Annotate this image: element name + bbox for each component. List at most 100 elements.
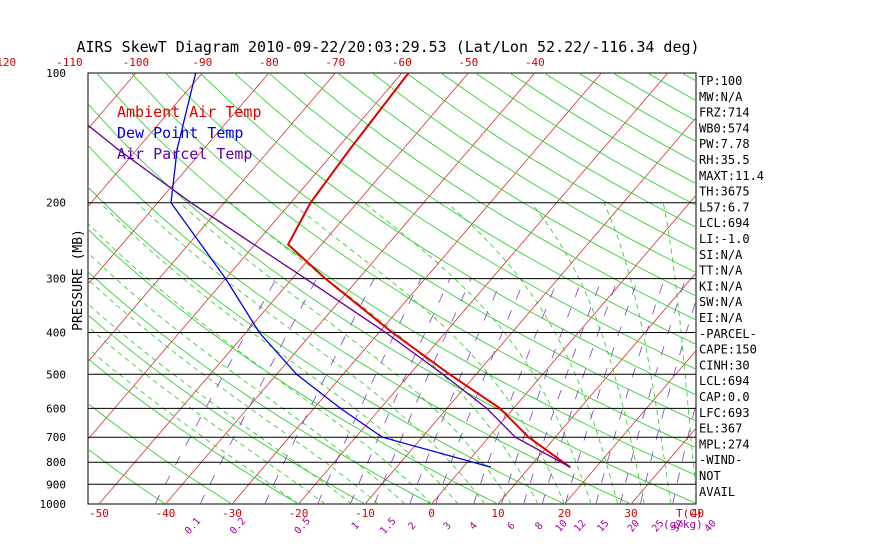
dry-adiabat-line — [88, 144, 632, 504]
series-point — [442, 373, 444, 376]
pressure-tick-label: 200 — [46, 197, 66, 210]
index-entry: TH:3675 — [699, 185, 750, 199]
isotherm-line — [88, 73, 137, 130]
top-temp-tick-label: -120 — [0, 56, 16, 69]
index-entry: AVAIL — [699, 485, 735, 499]
bottom-temp-tick-label: -10 — [355, 507, 375, 520]
dry-adiabat-line — [440, 73, 696, 228]
index-entry: MAXT:11.4 — [699, 169, 764, 183]
index-entry: KI:N/A — [699, 279, 743, 293]
mixing-ratio-line — [409, 278, 503, 504]
series-point — [258, 331, 261, 334]
bottom-temp-tick-label: -40 — [156, 507, 176, 520]
isotherm-line — [298, 73, 669, 504]
moist-adiabat-line — [530, 202, 645, 504]
series-point — [407, 73, 410, 74]
series-point — [287, 243, 289, 246]
index-entry: CAPE:150 — [699, 343, 757, 357]
series-point — [176, 148, 179, 150]
moist-adiabat-line — [179, 202, 512, 504]
top-temp-tick-label: -90 — [192, 56, 212, 69]
plot-frame — [87, 72, 697, 505]
bottom-temp-tick-label: 10 — [491, 507, 504, 520]
mixing-ratio-line — [317, 278, 422, 504]
mixing-ratio-label: 3 — [442, 520, 454, 532]
mixing-ratio-line — [154, 278, 277, 504]
index-entry: RH:35.5 — [699, 153, 750, 167]
index-entry: LFC:693 — [699, 406, 750, 420]
top-temp-tick-label: -110 — [56, 56, 83, 69]
pressure-tick-label: 1000 — [40, 498, 67, 511]
dry-adiabat-line — [199, 73, 696, 396]
mixing-ratio-unit-label: (g/kg) — [663, 518, 703, 531]
pressure-tick-label: 300 — [46, 273, 66, 286]
mixing-ratio-line — [264, 278, 375, 504]
mixing-ratio-label: 2 — [406, 520, 418, 532]
index-entry: NOT — [699, 469, 721, 483]
mixing-ratio-label: 1 — [350, 520, 362, 532]
dry-adiabat-line — [88, 402, 233, 504]
isotherm-line — [630, 427, 696, 504]
bottom-temp-tick-label: -50 — [89, 507, 109, 520]
series-point — [22, 72, 24, 74]
index-entry: CAP:0.0 — [699, 390, 750, 404]
dry-adiabat-line — [406, 73, 696, 251]
mixing-ratio-line — [473, 278, 559, 504]
moist-adiabat-line — [88, 278, 379, 504]
series-point — [381, 436, 384, 439]
index-entry: PW:7.78 — [699, 137, 750, 151]
mixing-ratio-line — [349, 278, 451, 504]
chart-title: AIRS SkewT Diagram 2010-09-22/20:03:29.5… — [76, 38, 699, 56]
bottom-temp-tick-label: -30 — [222, 507, 242, 520]
grid-layer — [0, 73, 870, 504]
index-entry: LI:-1.0 — [699, 232, 750, 246]
index-entry: FRZ:714 — [699, 106, 750, 120]
legend-dew-point-temp: Dew Point Temp — [117, 124, 243, 142]
series-point — [448, 373, 451, 376]
moist-adiabat-line — [230, 202, 539, 504]
dry-adiabat-line — [88, 186, 565, 504]
series-point — [309, 201, 312, 204]
plot-area — [0, 72, 870, 505]
series-line-ambient-air-temp — [286, 73, 571, 468]
index-entry: EL:367 — [699, 422, 742, 436]
isotherm-line — [564, 349, 696, 504]
dry-adiabat-line — [234, 73, 696, 370]
isotherm-line — [364, 117, 696, 504]
isotherm-line — [231, 73, 602, 504]
pressure-tick-label: 700 — [46, 431, 66, 444]
isotherm-line — [88, 73, 403, 440]
mixing-ratio-label: 10 — [554, 518, 570, 534]
dry-adiabat-line — [475, 73, 696, 206]
bottom-temp-tick-label: 20 — [558, 507, 571, 520]
series-point — [304, 277, 307, 280]
top-temp-tick-label: -100 — [123, 56, 150, 69]
series-point — [568, 466, 571, 468]
isotherm-line — [0, 73, 3, 504]
mixing-ratio-line — [501, 278, 583, 504]
dry-adiabat-line — [371, 73, 696, 274]
series-point — [485, 407, 488, 410]
mixing-ratio-line — [199, 278, 318, 504]
isotherm-line — [88, 73, 203, 208]
isotherm-line — [831, 73, 870, 504]
mixing-ratio-label: 4 — [468, 520, 480, 532]
index-entry: -PARCEL- — [699, 327, 757, 341]
dry-adiabat-line — [88, 358, 299, 504]
isotherm-line — [764, 73, 870, 504]
pressure-tick-label: 400 — [46, 326, 66, 339]
index-entry: SW:N/A — [699, 295, 743, 309]
dry-adiabat-line — [88, 271, 432, 504]
moist-adiabat-line — [136, 202, 486, 504]
mixing-ratio-label: 1.5 — [378, 516, 398, 537]
mixing-ratio-line — [595, 278, 665, 504]
pressure-tick-label: 800 — [46, 456, 66, 469]
index-entry: -WIND- — [699, 453, 742, 467]
x-axis-unit-label: T(C) — [676, 507, 703, 520]
dry-adiabat-line — [88, 448, 166, 504]
series-point — [349, 148, 351, 150]
mixing-ratio-label: 40 — [703, 518, 719, 534]
index-entry: L57:6.7 — [699, 200, 750, 214]
dry-adiabat-line — [96, 73, 696, 476]
